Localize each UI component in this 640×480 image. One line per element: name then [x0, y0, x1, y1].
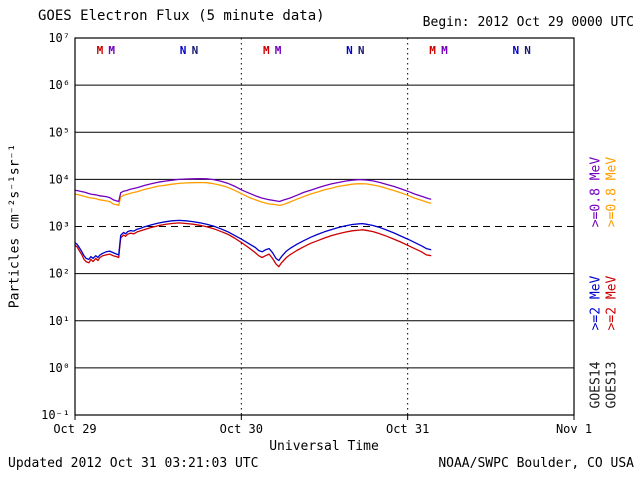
sat-marker-m: M — [275, 44, 282, 57]
x-tick-label: Oct 30 — [220, 422, 263, 436]
sat-marker-n: N — [358, 44, 365, 57]
y-tick-label: 10⁴ — [48, 172, 70, 186]
y-tick-label: 10⁰ — [48, 361, 70, 375]
legend-ge2mev-goes13: >=2 MeV — [604, 275, 620, 331]
sat-marker-n: N — [524, 44, 531, 57]
sat-marker-n: N — [192, 44, 199, 57]
sat-marker-n: N — [512, 44, 519, 57]
sat-marker-m: M — [429, 44, 436, 57]
series-goes14-ge0.8mev — [74, 177, 432, 203]
x-tick-label: Oct 31 — [386, 422, 429, 436]
legend-ge0.8mev-goes13: >=0.8 MeV — [604, 156, 620, 228]
sat-marker-m: M — [263, 44, 270, 57]
y-axis-title: Particles cm⁻²s⁻¹sr⁻¹ — [7, 143, 23, 309]
y-tick-label: 10⁵ — [48, 125, 70, 139]
sat-marker-m: M — [108, 44, 115, 57]
credit-label: NOAA/SWPC Boulder, CO USA — [438, 456, 634, 471]
y-tick-label: 10² — [48, 267, 70, 281]
x-tick-label: Oct 29 — [53, 422, 96, 436]
y-tick-label: 10⁷ — [48, 31, 70, 45]
plot-border — [74, 37, 575, 416]
series-goes14-ge2mev — [74, 219, 432, 262]
begin-time-label: Begin: 2012 Oct 29 0000 UTC — [422, 15, 634, 30]
sat-marker-m: M — [97, 44, 104, 57]
y-tick-label: 10⁶ — [48, 78, 70, 92]
sat-marker-n: N — [346, 44, 353, 57]
legend-ge0.8mev-goes14: >=0.8 MeV — [588, 156, 604, 228]
legend-ge2mev-goes14: >=2 MeV — [588, 275, 604, 331]
x-tick-label: Nov 1 — [556, 422, 592, 436]
legend-sat-goes13: GOES13 — [604, 361, 620, 409]
y-tick-label: 10⁻¹ — [41, 408, 70, 422]
y-tick-label: 10³ — [48, 220, 70, 234]
legend-sat-goes14: GOES14 — [588, 361, 604, 409]
series-goes13-ge0.8mev — [74, 181, 432, 207]
x-axis-title: Universal Time — [269, 439, 379, 454]
sat-marker-m: M — [441, 44, 448, 57]
sat-marker-n: N — [180, 44, 187, 57]
chart-title: GOES Electron Flux (5 minute data) — [38, 8, 325, 24]
y-tick-label: 10¹ — [48, 314, 70, 328]
series-goes13-ge2mev — [74, 222, 432, 268]
updated-timestamp: Updated 2012 Oct 31 03:21:03 UTC — [8, 456, 259, 471]
